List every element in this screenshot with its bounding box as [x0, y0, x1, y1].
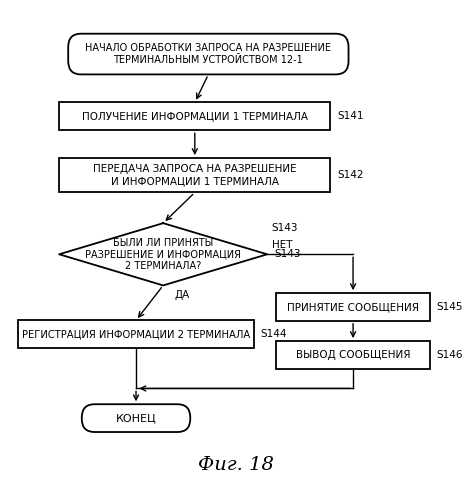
- Bar: [59, 158, 331, 193]
- Text: ДА: ДА: [174, 290, 190, 300]
- Text: S142: S142: [337, 170, 364, 180]
- Text: S143: S143: [274, 250, 300, 259]
- Text: НЕТ: НЕТ: [272, 240, 292, 250]
- Text: S145: S145: [437, 302, 463, 312]
- Text: БЫЛИ ЛИ ПРИНЯТЫ
РАЗРЕШЕНИЕ И ИНФОРМАЦИЯ
2 ТЕРМИНАЛА?: БЫЛИ ЛИ ПРИНЯТЫ РАЗРЕШЕНИЕ И ИНФОРМАЦИЯ …: [85, 238, 241, 271]
- Text: ПОЛУЧЕНИЕ ИНФОРМАЦИИ 1 ТЕРМИНАЛА: ПОЛУЧЕНИЕ ИНФОРМАЦИИ 1 ТЕРМИНАЛА: [82, 111, 308, 121]
- FancyBboxPatch shape: [68, 34, 349, 74]
- Text: S144: S144: [260, 329, 287, 339]
- Text: ВЫВОД СООБЩЕНИЯ: ВЫВОД СООБЩЕНИЯ: [296, 350, 410, 360]
- Text: ПЕРЕДАЧА ЗАПРОСА НА РАЗРЕШЕНИЕ
И ИНФОРМАЦИИ 1 ТЕРМИНАЛА: ПЕРЕДАЧА ЗАПРОСА НА РАЗРЕШЕНИЕ И ИНФОРМА…: [93, 165, 297, 186]
- Bar: [276, 293, 430, 321]
- Text: S141: S141: [337, 111, 364, 121]
- Text: КОНЕЦ: КОНЕЦ: [116, 413, 156, 423]
- Bar: [276, 341, 430, 369]
- Text: Фиг. 18: Фиг. 18: [197, 456, 274, 474]
- Text: S146: S146: [437, 350, 463, 360]
- Text: РЕГИСТРАЦИЯ ИНФОРМАЦИИ 2 ТЕРМИНАЛА: РЕГИСТРАЦИЯ ИНФОРМАЦИИ 2 ТЕРМИНАЛА: [22, 329, 250, 339]
- Text: S143: S143: [272, 223, 298, 233]
- Text: ПРИНЯТИЕ СООБЩЕНИЯ: ПРИНЯТИЕ СООБЩЕНИЯ: [287, 302, 419, 312]
- Text: НАЧАЛО ОБРАБОТКИ ЗАПРОСА НА РАЗРЕШЕНИЕ
ТЕРМИНАЛЬНЫМ УСТРОЙСТВОМ 12-1: НАЧАЛО ОБРАБОТКИ ЗАПРОСА НА РАЗРЕШЕНИЕ Т…: [85, 43, 332, 65]
- Polygon shape: [59, 223, 267, 285]
- Bar: [18, 320, 253, 348]
- FancyBboxPatch shape: [82, 404, 190, 432]
- Bar: [59, 102, 331, 130]
